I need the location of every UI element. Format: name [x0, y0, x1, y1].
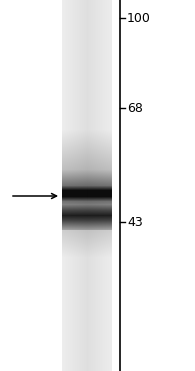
Text: 43: 43	[127, 216, 143, 229]
Text: 100: 100	[127, 12, 151, 24]
Text: 68: 68	[127, 102, 143, 115]
